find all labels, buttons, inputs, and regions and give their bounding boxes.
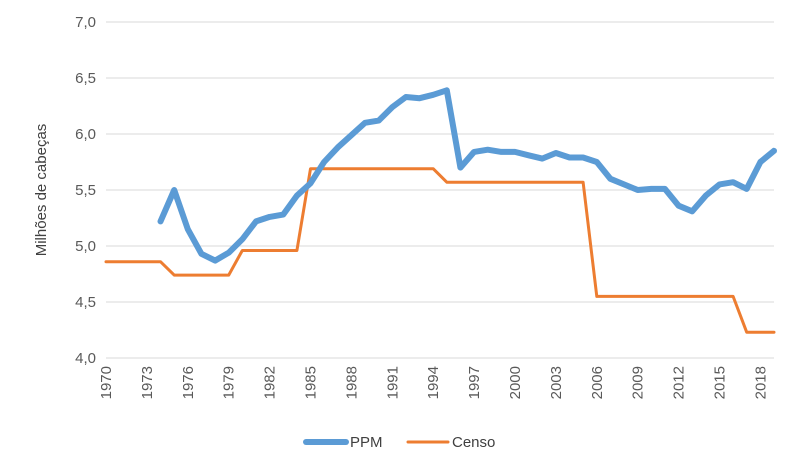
x-tick-label: 1988	[343, 366, 360, 399]
y-tick-label: 4,0	[75, 350, 96, 367]
legend-item-ppm: PPM	[303, 434, 383, 451]
x-tick-label: 1982	[262, 366, 279, 399]
x-tick-label: 1979	[221, 366, 238, 399]
series-line-censo	[104, 167, 776, 334]
x-tick-label: 2000	[507, 366, 524, 399]
legend-label: Censo	[452, 434, 495, 451]
y-tick-label: 5,5	[75, 182, 96, 199]
y-tick-label: 4,5	[75, 294, 96, 311]
x-tick-label: 2003	[548, 366, 565, 399]
x-axis-ticks: 1970 1973 1976 1979 1982 1985 1988 1991 1994 1997…	[98, 366, 769, 399]
legend-item-censo: Censo	[406, 434, 495, 451]
x-tick-label: 1991	[384, 366, 401, 399]
y-axis-title: Milhões de cabeças	[33, 124, 50, 257]
y-tick-label: 6,5	[75, 70, 96, 87]
x-tick-label: 1985	[302, 366, 319, 399]
y-tick-label: 5,0	[75, 238, 96, 255]
gridlines	[106, 21, 774, 359]
y-axis-ticks: 4,0 4,5 5,0 5,5 6,0 6,5 7,0	[75, 14, 96, 367]
x-tick-label: 1994	[425, 366, 442, 399]
x-tick-label: 2015	[711, 366, 728, 399]
y-tick-label: 7,0	[75, 14, 96, 31]
series-lines	[104, 87, 777, 334]
x-tick-label: 2009	[630, 366, 647, 399]
x-tick-label: 1973	[139, 366, 156, 399]
x-tick-label: 1976	[180, 366, 197, 399]
x-tick-label: 2018	[752, 366, 769, 399]
legend-label: PPM	[350, 434, 383, 451]
x-tick-label: 1997	[466, 366, 483, 399]
legend: PPM Censo	[303, 434, 495, 451]
x-tick-label: 2012	[671, 366, 688, 399]
series-line-ppm	[157, 87, 777, 264]
x-tick-label: 2006	[589, 366, 606, 399]
y-tick-label: 6,0	[75, 126, 96, 143]
x-tick-label: 1970	[98, 366, 115, 399]
